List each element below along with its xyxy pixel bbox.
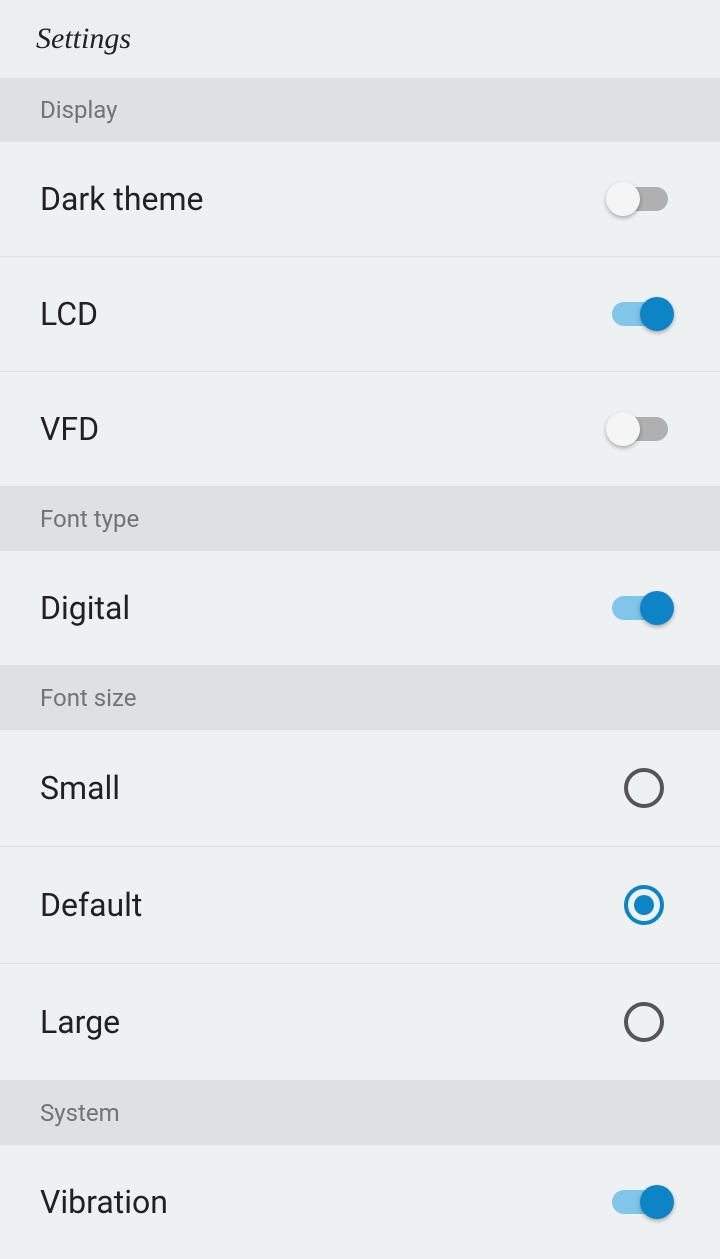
setting-row-default[interactable]: Default: [0, 847, 720, 964]
setting-label: Vibration: [40, 1183, 168, 1221]
setting-row-small[interactable]: Small: [0, 730, 720, 847]
dark-theme-toggle[interactable]: [612, 187, 668, 211]
setting-label: LCD: [40, 295, 98, 333]
default-radio[interactable]: [624, 885, 664, 925]
toggle-thumb: [606, 182, 640, 216]
setting-row-dark-theme[interactable]: Dark theme: [0, 142, 720, 257]
vfd-toggle[interactable]: [612, 417, 668, 441]
setting-label: Dark theme: [40, 180, 204, 218]
setting-row-lcd[interactable]: LCD: [0, 257, 720, 372]
section-header-font-size: Font size: [0, 666, 720, 730]
lcd-toggle[interactable]: [612, 302, 668, 326]
setting-row-vibration[interactable]: Vibration: [0, 1145, 720, 1259]
setting-label: Default: [40, 886, 142, 924]
section-header-font-type: Font type: [0, 487, 720, 551]
setting-row-vfd[interactable]: VFD: [0, 372, 720, 487]
toggle-thumb: [640, 1185, 674, 1219]
section-header-system: System: [0, 1081, 720, 1145]
small-radio[interactable]: [624, 768, 664, 808]
vibration-toggle[interactable]: [612, 1190, 668, 1214]
setting-label: Large: [40, 1003, 120, 1041]
setting-label: Small: [40, 769, 120, 807]
page-header: Settings: [0, 0, 720, 78]
setting-label: VFD: [40, 410, 99, 448]
setting-row-large[interactable]: Large: [0, 964, 720, 1081]
page-title: Settings: [36, 22, 684, 56]
digital-toggle[interactable]: [612, 596, 668, 620]
section-header-display: Display: [0, 78, 720, 142]
setting-row-digital[interactable]: Digital: [0, 551, 720, 666]
radio-inner-icon: [634, 895, 654, 915]
setting-label: Digital: [40, 589, 130, 627]
toggle-thumb: [640, 297, 674, 331]
large-radio[interactable]: [624, 1002, 664, 1042]
toggle-thumb: [640, 591, 674, 625]
toggle-thumb: [606, 412, 640, 446]
